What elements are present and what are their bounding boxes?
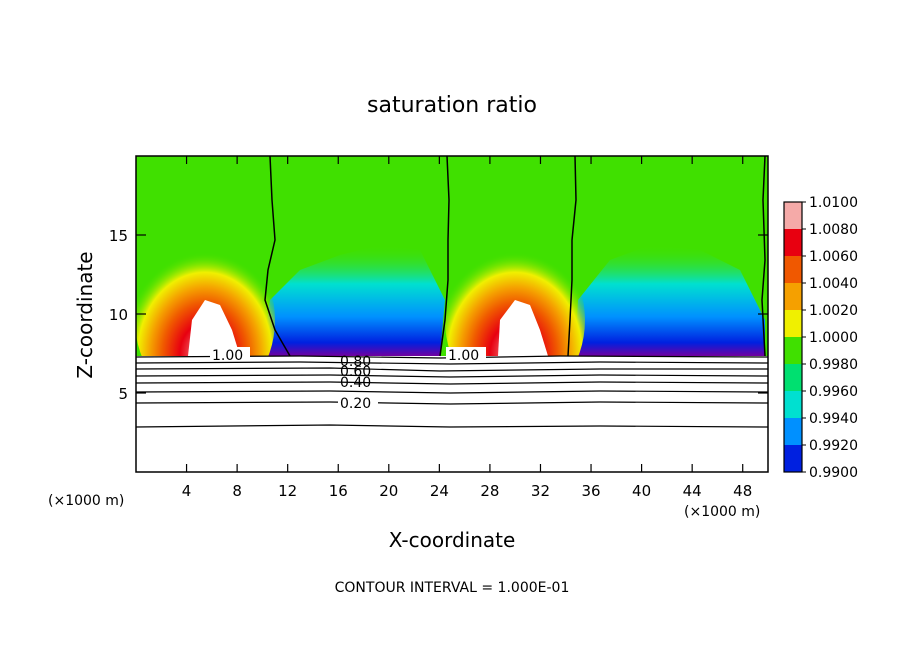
colorbar-label: 1.0040 [809,276,858,292]
contour-label: 0.40 [340,375,371,391]
boundary-line-3 [567,156,577,357]
colorbar: 1.0100 1.0080 1.0060 1.0040 1.0020 1.0000 0.99… [783,195,858,481]
colorbar-label: 1.0060 [809,249,858,265]
colorbar-segment [784,283,802,310]
x-tick-label: 20 [379,482,398,500]
boundary-line-1 [264,156,291,357]
x-tick-label: 24 [430,482,449,500]
colorbar-label: 0.9940 [809,411,858,427]
y-tick-label: 15 [109,227,128,245]
lower-region [136,356,768,472]
colorbar-segment [784,229,802,256]
boundary-line-2 [439,156,450,357]
saturation-field [136,156,768,472]
colorbar-segment [784,202,802,229]
contour-label: 1.00 [448,348,479,364]
x-tick-label: 44 [683,482,702,500]
x-unit-label-right: (×1000 m) [684,504,760,520]
subsaturated-region-2 [575,245,765,356]
contour-label: 0.80 [340,354,371,370]
y-tick-label: 10 [109,306,128,324]
x-tick-label: 40 [632,482,651,500]
colorbar-label: 1.0100 [809,195,858,211]
x-tick-label: 4 [182,482,192,500]
colorbar-segment [784,256,802,283]
boundary-line-4 [761,156,766,357]
contour-interval-note: CONTOUR INTERVAL = 1.000E-01 [335,580,570,596]
contour-label: 1.00 [212,348,243,364]
plume-core-1 [188,300,240,356]
x-tick-label: 32 [531,482,550,500]
colorbar-label: 0.9900 [809,465,858,481]
colorbar-segment [784,418,802,445]
y-tick-label: 5 [118,385,128,403]
colorbar-segment [784,445,802,472]
contour-label: 0.20 [340,396,371,412]
plume-core-2 [498,300,548,356]
x-tick-label: 28 [480,482,499,500]
colorbar-label: 1.0020 [809,303,858,319]
chart-title: saturation ratio [367,93,537,118]
x-axis: 4 8 12 16 20 24 28 32 36 40 44 48 [182,156,752,500]
y-axis: 5 10 15 [109,227,768,403]
subsaturated-region-1 [262,245,445,356]
contour-label: 0.60 [340,364,371,380]
colorbar-label: 0.9960 [809,384,858,400]
x-tick-label: 36 [581,482,600,500]
colorbar-segment [784,337,802,364]
x-unit-label-left: (×1000 m) [48,493,124,509]
colorbar-label: 0.9980 [809,357,858,373]
colorbar-label: 0.9920 [809,438,858,454]
colorbar-label: 1.0080 [809,222,858,238]
y-axis-label: Z-coordinate [73,251,97,378]
colorbar-label: 1.0000 [809,330,858,346]
colorbar-segment [784,391,802,418]
colorbar-segment [784,364,802,391]
x-tick-label: 8 [232,482,242,500]
colorbar-segment [784,310,802,337]
x-tick-label: 48 [733,482,752,500]
x-axis-label: X-coordinate [389,528,516,552]
x-tick-label: 16 [329,482,348,500]
x-tick-label: 12 [278,482,297,500]
